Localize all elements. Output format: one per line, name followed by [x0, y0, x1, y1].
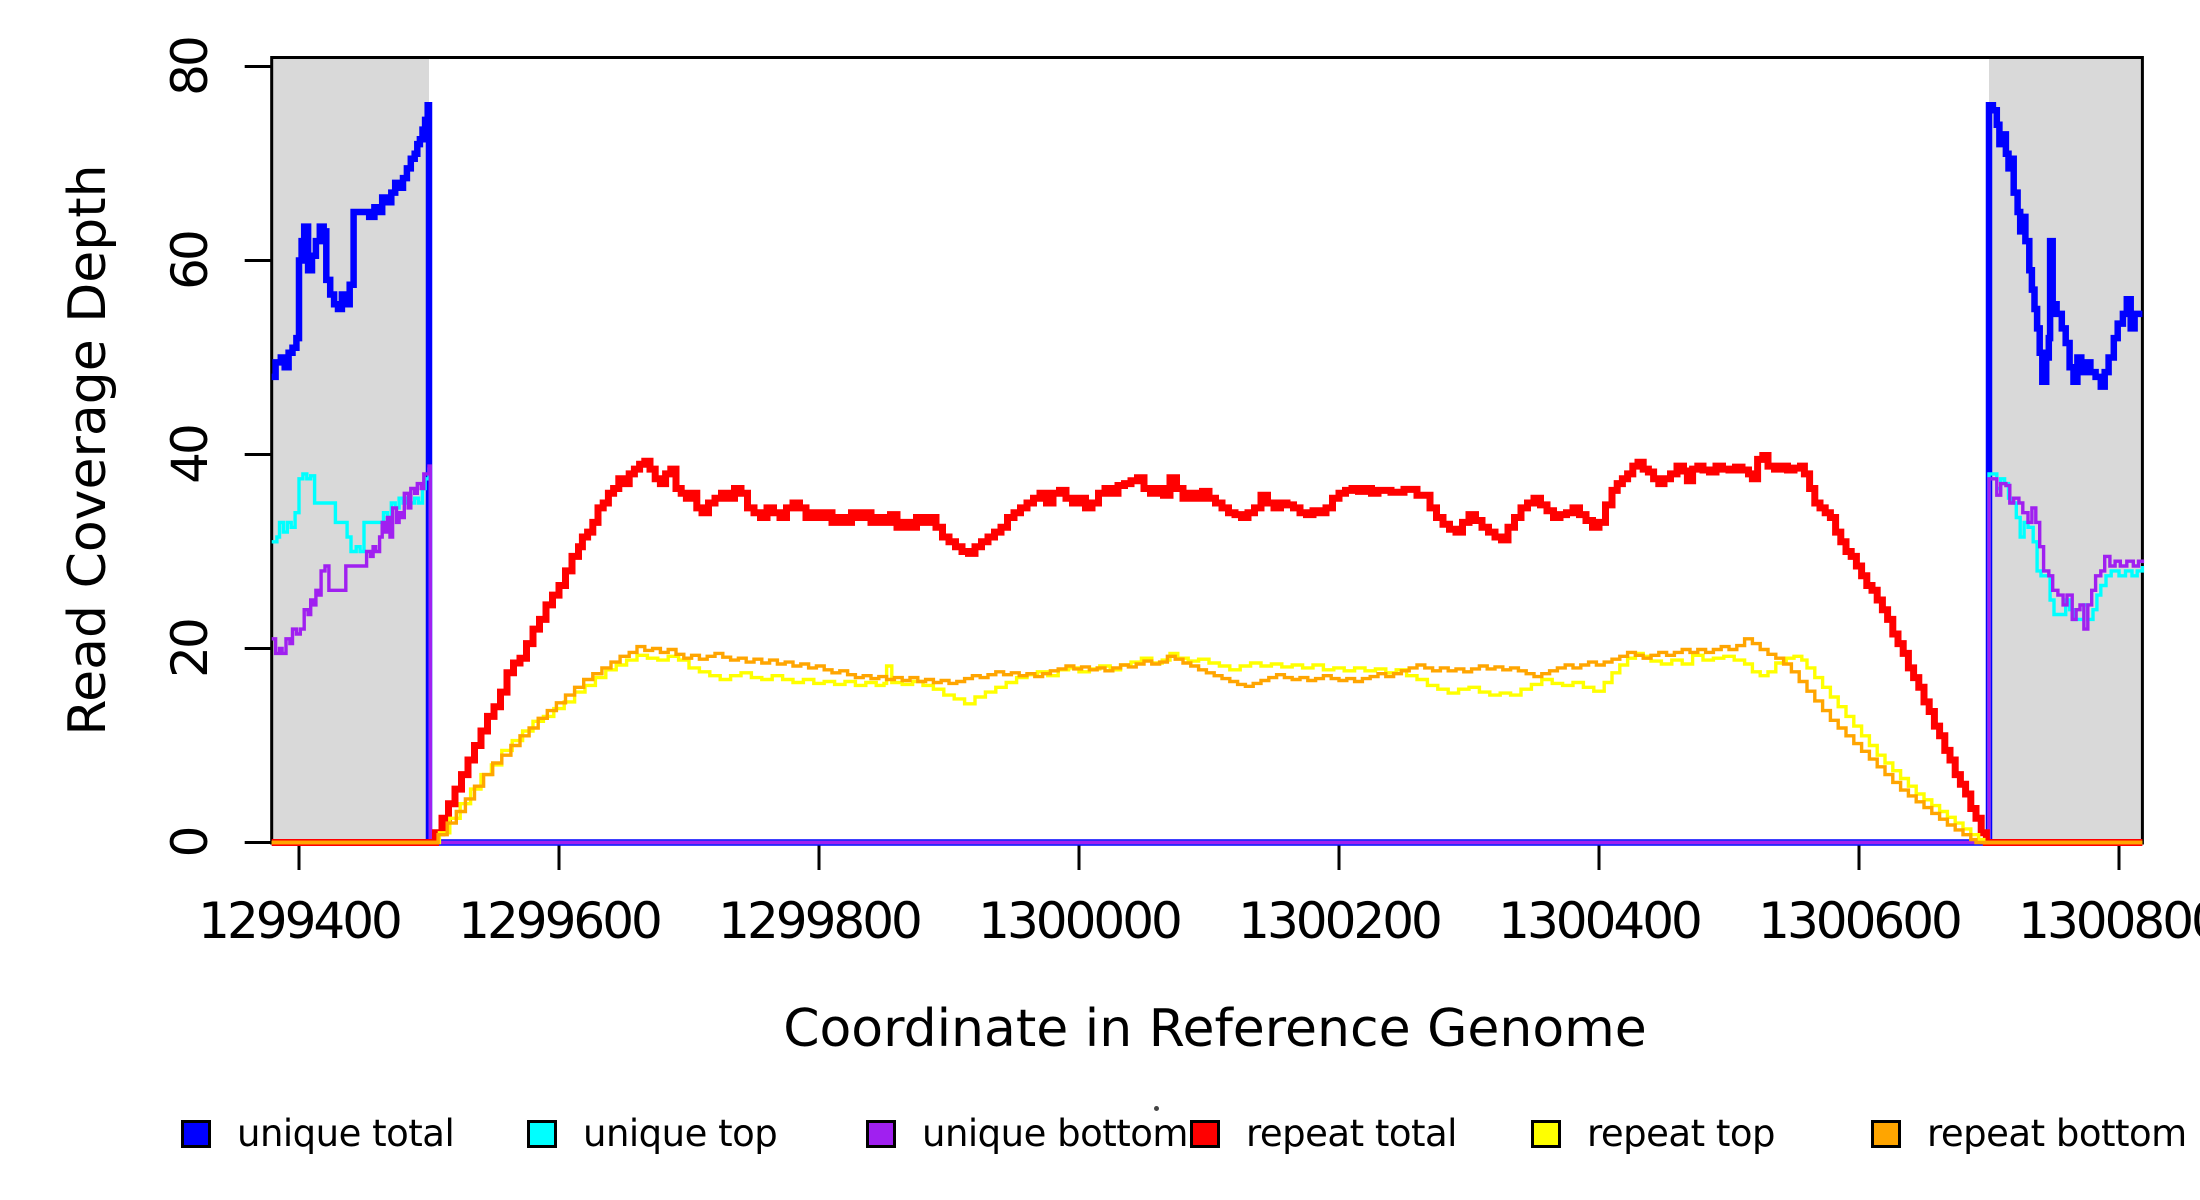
y-axis-title: Read Coverage Depth	[58, 164, 118, 736]
x-tick-label: 1299400	[198, 892, 403, 950]
x-tick-label: 1299800	[718, 892, 923, 950]
y-tick-label: 80	[161, 37, 219, 96]
x-tick-label: 1300600	[1758, 892, 1963, 950]
x-tick-label: 1300000	[978, 892, 1183, 950]
series-line-unique-top	[271, 467, 2145, 845]
series-line-repeat-bottom	[271, 637, 2143, 845]
y-tick-label: 60	[161, 231, 219, 290]
x-tick-label: 1300400	[1498, 892, 1703, 950]
x-tick-label: 1300800	[2018, 892, 2200, 950]
series-line-repeat-total	[271, 452, 2143, 846]
stray-dot	[1154, 1106, 1159, 1111]
x-tick-label: 1299600	[458, 892, 663, 950]
x-tick-label: 1300200	[1238, 892, 1443, 950]
y-tick-label: 0	[161, 828, 219, 857]
y-tick-label: 40	[161, 425, 219, 484]
x-axis-title: Coordinate in Reference Genome	[783, 999, 1647, 1059]
y-tick-label: 20	[161, 619, 219, 678]
series-line-unique-bottom	[271, 464, 2145, 845]
